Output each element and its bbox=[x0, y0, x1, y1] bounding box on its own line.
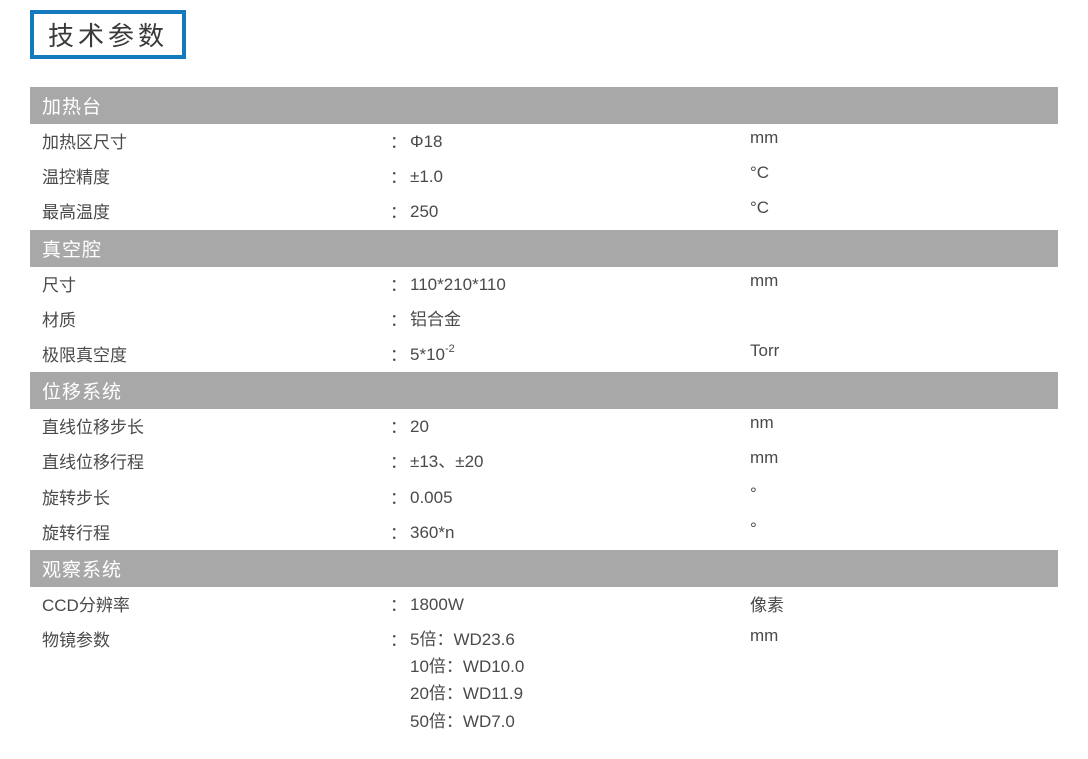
section-header: 观察系统 bbox=[30, 550, 1058, 587]
spec-colon: ： bbox=[390, 448, 410, 473]
spec-value: ±1.0 bbox=[410, 163, 750, 190]
spec-label: 旋转步长 bbox=[42, 484, 390, 509]
spec-row: 最高温度：250°C bbox=[30, 194, 1058, 229]
spec-label: 直线位移步长 bbox=[42, 413, 390, 438]
spec-value: 20 bbox=[410, 413, 750, 440]
spec-row: 材质：铝合金 bbox=[30, 302, 1058, 337]
spec-value: 1800W bbox=[410, 591, 750, 618]
page-title: 技术参数 bbox=[30, 10, 186, 59]
page-container: 技术参数 加热台加热区尺寸：Φ18mm温控精度：±1.0°C最高温度：250°C… bbox=[0, 0, 1088, 759]
spec-label: CCD分辨率 bbox=[42, 591, 390, 616]
spec-colon: ： bbox=[390, 271, 410, 296]
spec-label: 材质 bbox=[42, 306, 390, 331]
spec-value: 250 bbox=[410, 198, 750, 225]
spec-colon: ： bbox=[390, 626, 410, 651]
spec-value: ±13、±20 bbox=[410, 448, 750, 475]
spec-row: 旋转步长：0.005° bbox=[30, 480, 1058, 515]
spec-row: 尺寸：110*210*110mm bbox=[30, 267, 1058, 302]
spec-table: 加热台加热区尺寸：Φ18mm温控精度：±1.0°C最高温度：250°C真空腔尺寸… bbox=[30, 87, 1058, 739]
spec-row: 温控精度：±1.0°C bbox=[30, 159, 1058, 194]
spec-label: 直线位移行程 bbox=[42, 448, 390, 473]
spec-unit: Torr bbox=[750, 341, 1046, 361]
spec-value: 360*n bbox=[410, 519, 750, 546]
spec-unit: nm bbox=[750, 413, 1046, 433]
spec-unit: ° bbox=[750, 519, 1046, 539]
section-header: 位移系统 bbox=[30, 372, 1058, 409]
spec-colon: ： bbox=[390, 484, 410, 509]
spec-label: 物镜参数 bbox=[42, 626, 390, 651]
spec-label: 最高温度 bbox=[42, 198, 390, 223]
value-exponent: -2 bbox=[445, 343, 455, 355]
spec-row: CCD分辨率：1800W像素 bbox=[30, 587, 1058, 622]
spec-value: Φ18 bbox=[410, 128, 750, 155]
spec-row: 旋转行程：360*n° bbox=[30, 515, 1058, 550]
spec-value: 铝合金 bbox=[410, 306, 750, 333]
spec-unit: mm bbox=[750, 271, 1046, 291]
spec-colon: ： bbox=[390, 306, 410, 331]
spec-colon: ： bbox=[390, 163, 410, 188]
spec-row: 直线位移行程：±13、±20mm bbox=[30, 444, 1058, 479]
spec-unit: mm bbox=[750, 128, 1046, 148]
spec-value: 5*10-2 bbox=[410, 341, 750, 368]
spec-colon: ： bbox=[390, 519, 410, 544]
spec-value: 110*210*110 bbox=[410, 271, 750, 298]
spec-unit: mm bbox=[750, 626, 1046, 646]
section-header: 真空腔 bbox=[30, 230, 1058, 267]
spec-unit: 像素 bbox=[750, 591, 1046, 616]
spec-colon: ： bbox=[390, 591, 410, 616]
spec-label: 尺寸 bbox=[42, 271, 390, 296]
spec-colon: ： bbox=[390, 341, 410, 366]
value-base: 5*10 bbox=[410, 345, 445, 364]
spec-unit: ° bbox=[750, 484, 1046, 504]
spec-value: 5倍：WD23.6 10倍：WD10.0 20倍：WD11.9 50倍：WD7.… bbox=[410, 626, 750, 735]
spec-colon: ： bbox=[390, 128, 410, 153]
spec-colon: ： bbox=[390, 413, 410, 438]
spec-row: 极限真空度：5*10-2Torr bbox=[30, 337, 1058, 372]
spec-unit: mm bbox=[750, 448, 1046, 468]
spec-label: 加热区尺寸 bbox=[42, 128, 390, 153]
spec-unit: °C bbox=[750, 198, 1046, 218]
spec-row: 加热区尺寸：Φ18mm bbox=[30, 124, 1058, 159]
spec-label: 旋转行程 bbox=[42, 519, 390, 544]
section-header: 加热台 bbox=[30, 87, 1058, 124]
spec-row: 直线位移步长：20nm bbox=[30, 409, 1058, 444]
spec-row: 物镜参数：5倍：WD23.6 10倍：WD10.0 20倍：WD11.9 50倍… bbox=[30, 622, 1058, 739]
spec-label: 温控精度 bbox=[42, 163, 390, 188]
spec-value: 0.005 bbox=[410, 484, 750, 511]
spec-label: 极限真空度 bbox=[42, 341, 390, 366]
spec-unit: °C bbox=[750, 163, 1046, 183]
spec-colon: ： bbox=[390, 198, 410, 223]
